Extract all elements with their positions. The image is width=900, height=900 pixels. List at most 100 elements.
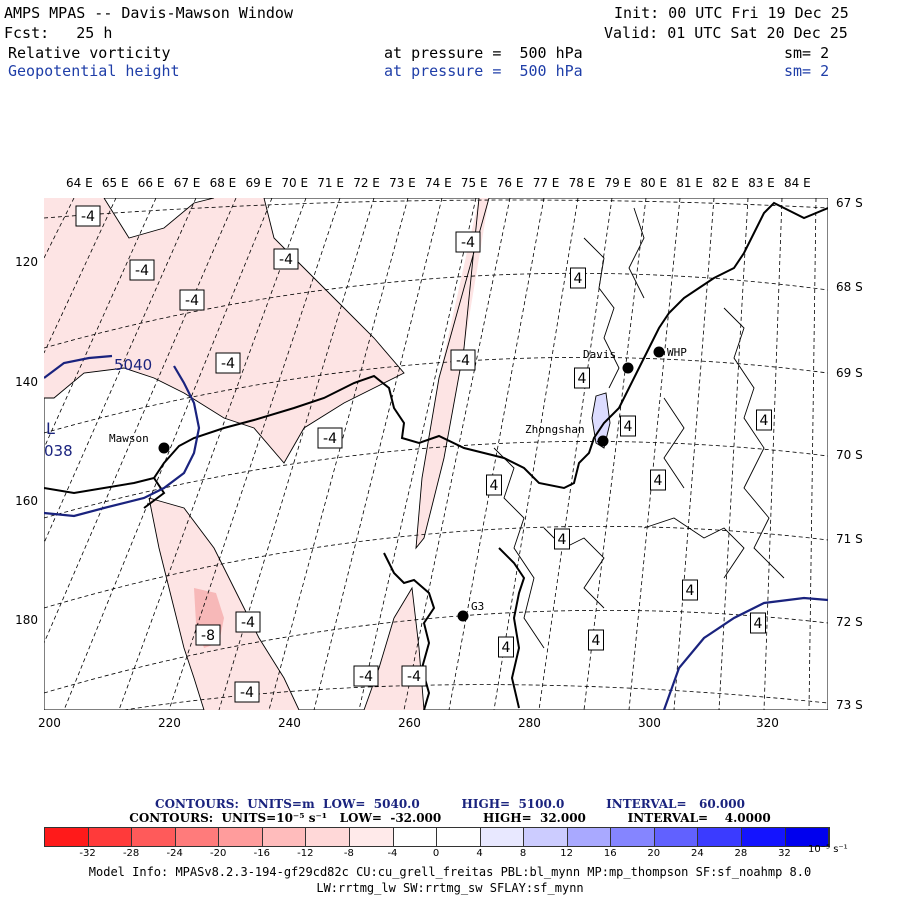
contour-label: -4 (185, 293, 199, 309)
station-marker (457, 610, 469, 622)
station-label: Davis (583, 348, 616, 361)
contour-label: 4 (654, 473, 663, 489)
y-tick: 120 (15, 255, 38, 269)
contour-label: 4 (592, 633, 601, 649)
contour-label-box (554, 528, 570, 550)
lon-label: 79 E (604, 176, 632, 190)
lat-label: 69 S (836, 366, 863, 380)
x-tick: 280 (518, 716, 541, 730)
contour-label: 4 (686, 583, 695, 599)
forecast-hour: Fcst: 25 h (4, 24, 113, 42)
colorbar-swatch (654, 828, 699, 846)
contour-label-box (353, 665, 379, 687)
contour-label-box (273, 248, 299, 270)
contour-label-box (235, 611, 261, 633)
contour-label-box (455, 231, 481, 253)
valid-time: Valid: 01 UTC Sat 20 Dec 25 (604, 24, 848, 42)
station-label: G3 (471, 600, 484, 613)
lat-label: 70 S (836, 448, 863, 462)
colorbar-label: 8 (519, 848, 527, 859)
model-title: AMPS MPAS -- Davis-Mawson Window (4, 4, 293, 22)
contour-label-box (570, 267, 586, 289)
contour-label-box (317, 427, 343, 449)
contour-label: 4 (578, 371, 587, 387)
lat-label: 73 S (836, 698, 863, 712)
lon-label: 68 E (209, 176, 237, 190)
lon-label: 78 E (568, 176, 596, 190)
lon-label: 80 E (640, 176, 668, 190)
low-marker: L (46, 419, 55, 438)
lat-label: 72 S (836, 615, 863, 629)
x-tick: 300 (638, 716, 661, 730)
contour-label: -4 (240, 685, 254, 701)
station-marker (622, 362, 634, 374)
colorbar-label: 24 (690, 848, 704, 859)
lon-label: 75 E (460, 176, 488, 190)
y-tick: 180 (15, 613, 38, 627)
lon-label: 70 E (281, 176, 309, 190)
y-tick: 140 (15, 375, 38, 389)
contour-label-box (195, 624, 221, 646)
contour-label: 4 (624, 419, 633, 435)
contour-label: -4 (323, 431, 337, 447)
contour-label: -4 (81, 209, 95, 225)
vorticity-contours (44, 198, 785, 710)
station-label: Zhongshan (525, 423, 585, 436)
colorbar-label: -8 (343, 848, 354, 859)
colorbar-label: -20 (210, 848, 227, 859)
contour-label-box (450, 349, 476, 371)
colorbar-label: -4 (387, 848, 398, 859)
lon-label: 64 E (66, 176, 93, 190)
colorbar-swatch (306, 828, 350, 846)
colorbar-swatch (567, 828, 612, 846)
field1-name: Relative vorticity (8, 44, 171, 62)
field2-name: Geopotential height (8, 62, 180, 80)
lon-label: 74 E (425, 176, 452, 190)
lon-label: 69 E (245, 176, 273, 190)
neg-vorticity-band (416, 198, 489, 548)
colorbar-label: -12 (297, 848, 314, 859)
contour-label-box (682, 579, 698, 601)
field2-level: at pressure = 500 hPa (384, 62, 583, 80)
lon-label: 82 E (712, 176, 739, 190)
colorbar-swatch (698, 828, 742, 846)
colorbar-swatch (45, 828, 89, 846)
lon-label: 76 E (496, 176, 524, 190)
station-marker (653, 346, 665, 358)
colorbar-label: 32 (778, 848, 791, 859)
low-value: 038 (44, 442, 73, 460)
init-time: Init: 00 UTC Fri 19 Dec 25 (614, 4, 849, 22)
contour-label: -4 (241, 615, 255, 631)
colorbar-unit: 10⁻⁵ s⁻¹ (808, 844, 848, 855)
contour-label-box (75, 205, 101, 227)
station-marker (158, 442, 170, 454)
colorbar-swatch (262, 828, 307, 846)
contour-label-box (574, 367, 590, 389)
neg-vorticity-region (149, 498, 299, 710)
stations: Mawson Davis WHP Zhongshan G3 (109, 346, 687, 622)
station-marker (597, 435, 609, 447)
lon-label: 84 E (784, 176, 811, 190)
contour-label: 4 (574, 271, 583, 287)
lon-label: 71 E (317, 176, 344, 190)
x-tick: 320 (756, 716, 779, 730)
model-info-line1: Model Info: MPASv8.2.3-194-gf29cd82c CU:… (88, 865, 812, 879)
contour-label-box (215, 352, 241, 374)
contour-label: 4 (760, 413, 769, 429)
contour-label-box (756, 409, 772, 431)
colorbar-label: 16 (603, 848, 617, 859)
colorbar-swatch (785, 828, 830, 846)
contour-label: -4 (359, 669, 373, 685)
lat-label: 68 S (836, 280, 863, 294)
height-contours (44, 354, 828, 710)
x-tick: 260 (398, 716, 421, 730)
map-panel: -4 -4 -4 -4 -4 -4 -4 -4 -4 -4 -4 -4 -8 4 4 4 4 4 4 4 4 4 4 4 50… (44, 198, 828, 710)
lon-label: 67 E (173, 176, 201, 190)
contour-label: 4 (754, 616, 763, 632)
station-label: Mawson (109, 432, 149, 445)
colorbar-label: 0 (432, 848, 440, 859)
colorbar-swatch (524, 828, 568, 846)
longitude-labels: 64 E 65 E 66 E 67 E 68 E 69 E 70 E 71 E 72 E 73 E… (40, 176, 840, 192)
contour-label-box (588, 629, 604, 651)
colorbar-swatch (175, 828, 220, 846)
